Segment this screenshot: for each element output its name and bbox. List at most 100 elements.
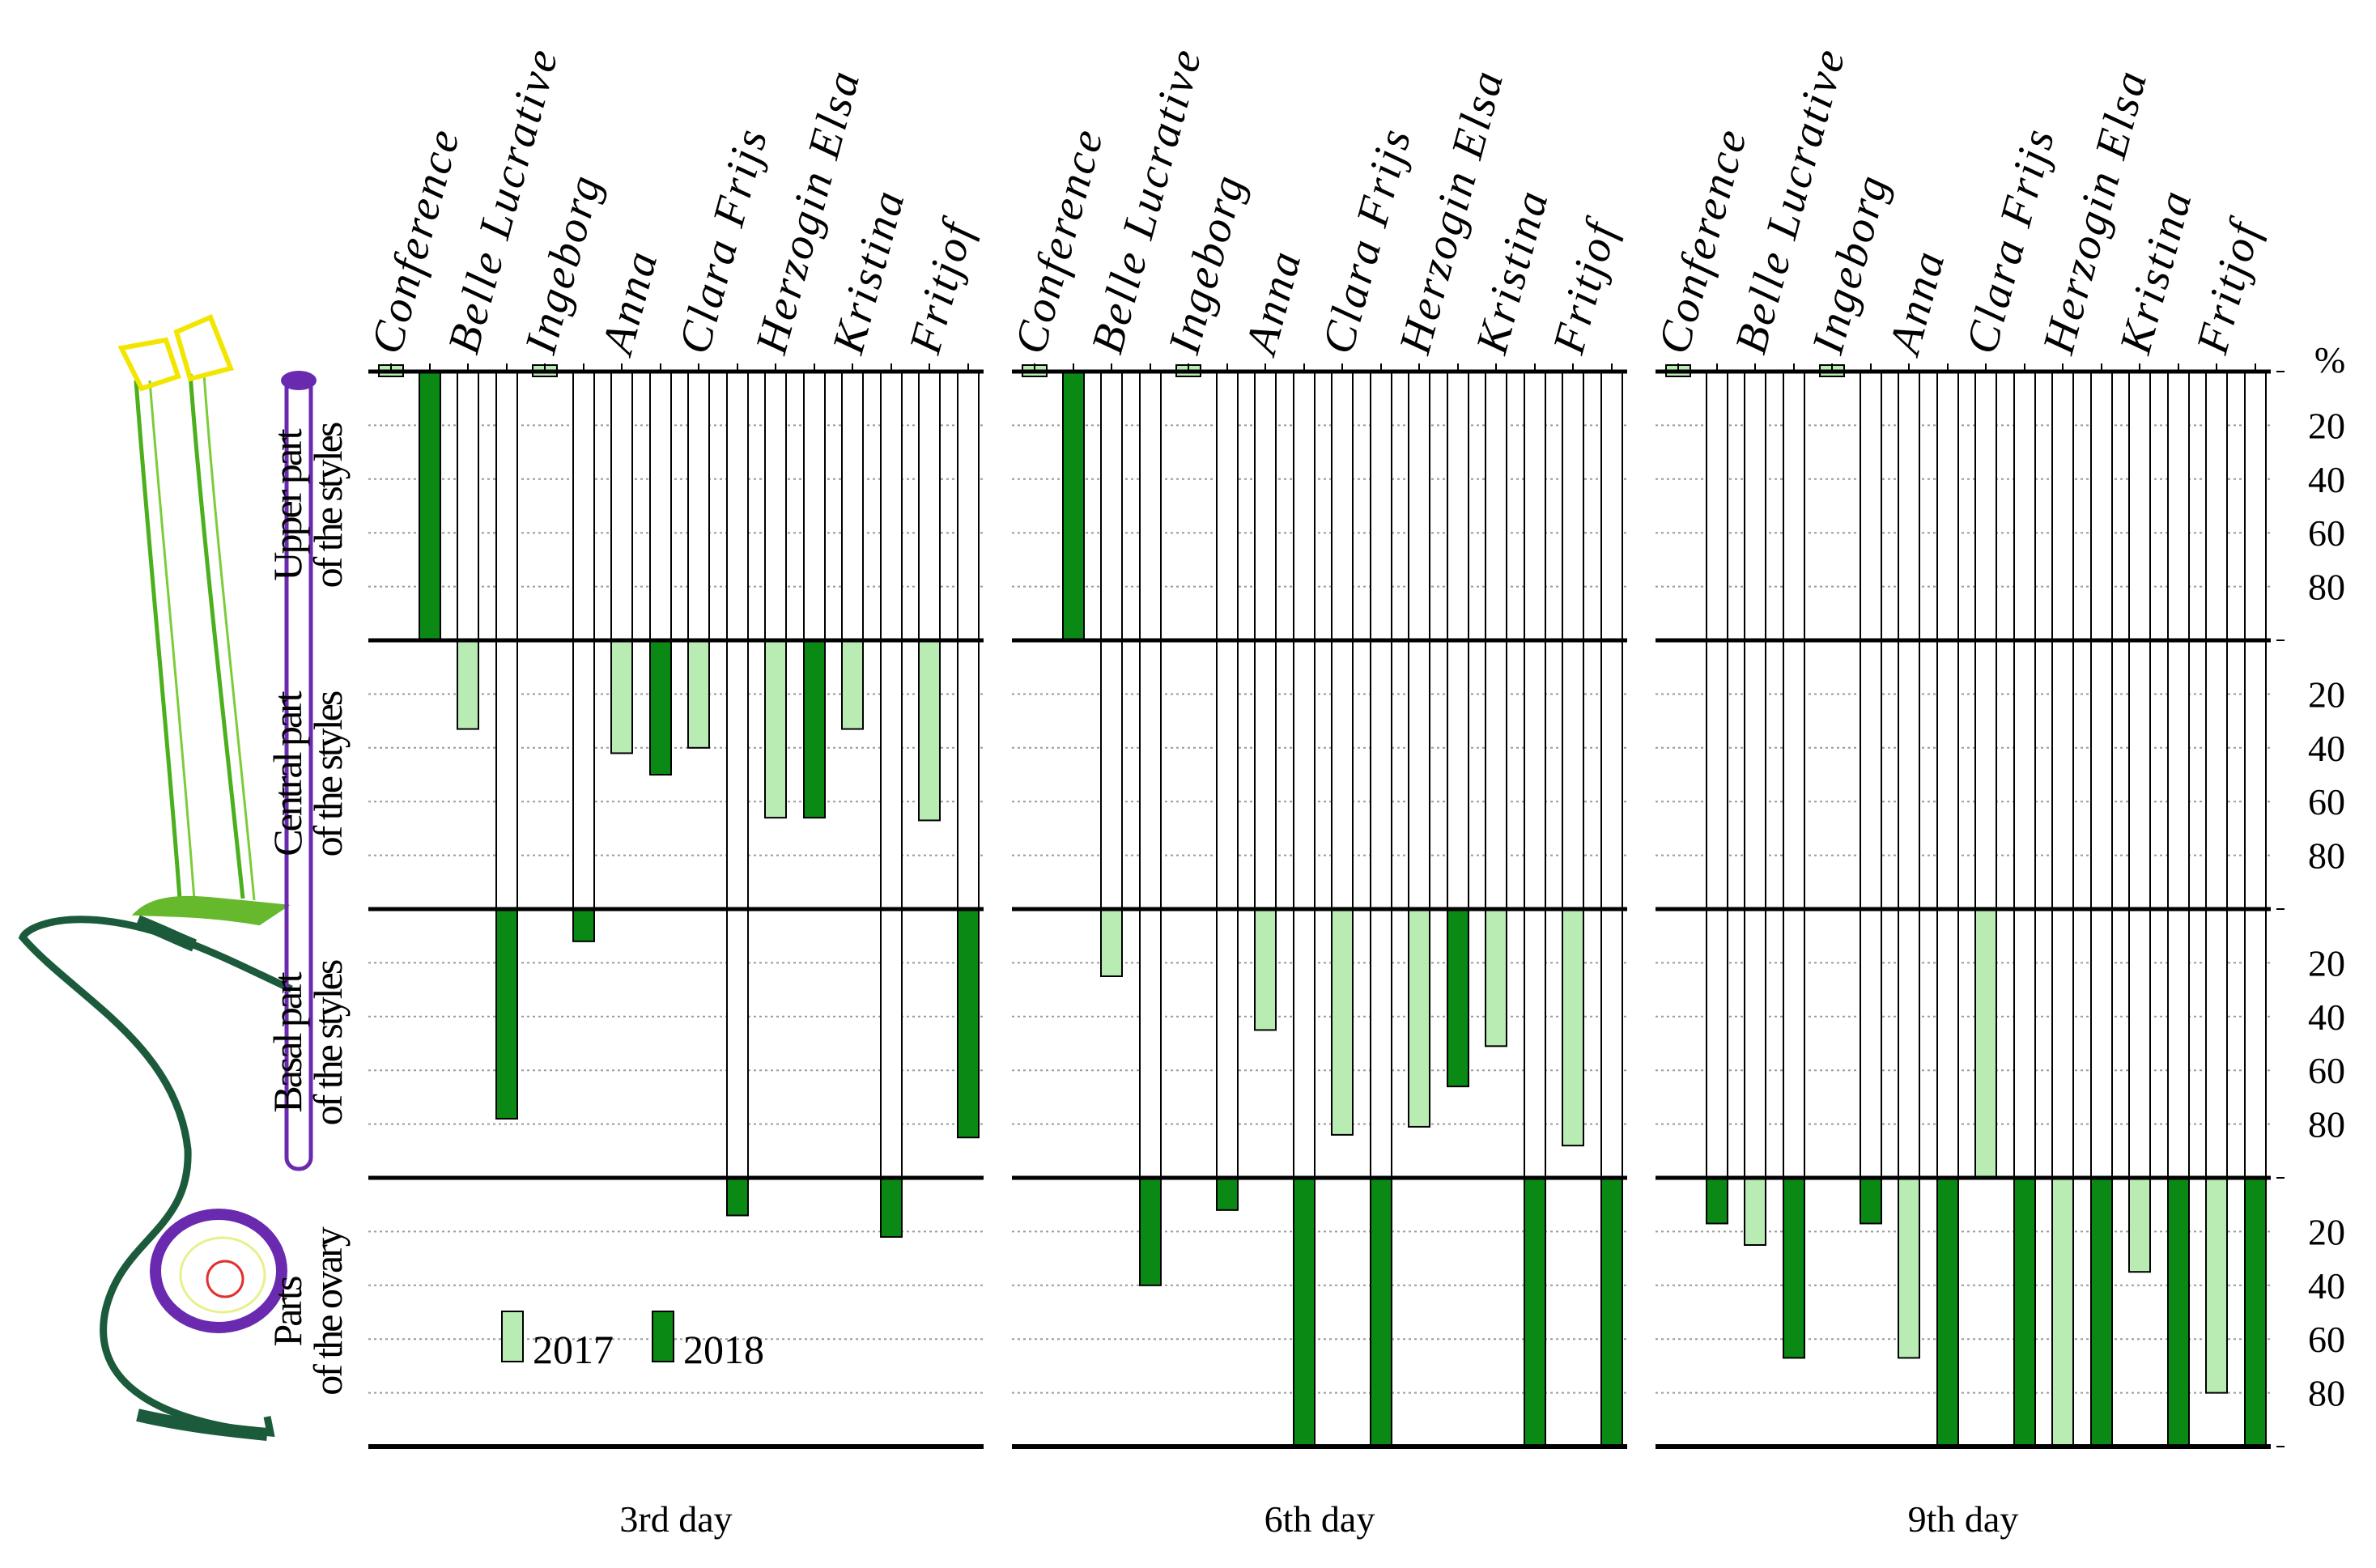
region-label-line2: of the styles <box>305 691 351 856</box>
y-tick-label: 20 <box>2308 1211 2345 1252</box>
cultivar-label: Anna <box>1879 244 1956 363</box>
bar-y2018-kristina <box>2167 1177 2190 1447</box>
bar-y2018-conference <box>1706 1177 1728 1225</box>
y-tick-label: 20 <box>2308 942 2345 984</box>
y-tick-label: 60 <box>2308 1050 2345 1091</box>
day-label: 3rd day <box>619 1498 732 1540</box>
y-tick-label: 60 <box>2308 512 2345 554</box>
bar-empty-y2018 <box>649 371 672 641</box>
bar-y2017-belle-lucrative <box>1100 908 1123 977</box>
bar-empty-y2018 <box>880 371 903 1179</box>
bar-empty-y2018 <box>1370 371 1392 1179</box>
y-tick-label: 40 <box>2308 459 2345 500</box>
day-label: 6th day <box>1265 1498 1375 1540</box>
y-tick-label: 80 <box>2308 835 2345 877</box>
style-left <box>134 380 182 899</box>
style-left-inner <box>148 380 196 901</box>
region-label-line1: Upper part <box>265 428 310 580</box>
y-tick-label: 40 <box>2308 728 2345 769</box>
bar-y2017-herzogin-elsa <box>1408 908 1430 1128</box>
cultivar-label: Fritjof <box>1543 211 1628 359</box>
bar-y2017-fritjof <box>2205 1177 2228 1394</box>
region-label-line2: of the styles <box>305 423 351 588</box>
bar-empty-y2018 <box>1936 371 1959 1179</box>
bar-empty-y2018 <box>2167 371 2190 1179</box>
pistil-illustration <box>18 314 317 1441</box>
bar-empty-y2018 <box>1524 371 1546 1179</box>
cultivar-label: Fritjof <box>899 211 984 359</box>
bar-y2018-belle-lucrative <box>1139 1177 1162 1286</box>
bar-y2018-ingeborg <box>1216 1177 1239 1211</box>
bar-empty-y2018 <box>2244 371 2267 1179</box>
stigma-left <box>117 337 181 392</box>
region-label-line1: Basal part <box>265 971 310 1112</box>
bar-empty-y2018 <box>726 371 749 1179</box>
bar-empty-y2018 <box>1293 371 1316 1179</box>
region-label-line1: Parts <box>265 1277 310 1347</box>
bar-y2018-clara-frijs <box>726 1177 749 1217</box>
ovary-outline <box>18 916 293 1438</box>
bar-y2017-herzogin-elsa <box>764 640 787 819</box>
ovule-outer <box>150 1209 287 1333</box>
legend-label-2017: 2017 <box>533 1327 614 1372</box>
style-base <box>131 895 291 926</box>
y-tick-label: 80 <box>2308 567 2345 608</box>
cultivar-label: Anna <box>592 244 669 363</box>
bar-y2017-belle-lucrative <box>457 640 479 730</box>
bar-y2018-anna <box>1936 1177 1959 1447</box>
day-label: 9th day <box>1908 1498 2019 1540</box>
bar-y2017-anna <box>1898 1177 1920 1359</box>
y-tick-label: 20 <box>2308 674 2345 715</box>
bar-y2017-fritjof <box>1562 908 1584 1147</box>
bar-y2018-fritjof <box>957 908 980 1139</box>
y-tick-label: 40 <box>2308 1265 2345 1307</box>
bar-empty-y2018 <box>2013 371 2036 1179</box>
y-tick-label: 40 <box>2308 996 2345 1038</box>
tract-top <box>281 371 317 390</box>
bar-empty-y2018 <box>1783 371 1805 1179</box>
bar-empty-y2017 <box>764 371 787 641</box>
y-tick-label: 80 <box>2308 1104 2345 1145</box>
bar-y2017-anna <box>1254 908 1277 1031</box>
bar-empty-y2017 <box>457 371 479 641</box>
bar-empty-y2017 <box>2051 371 2074 1179</box>
bar-empty-y2018 <box>1139 371 1162 1179</box>
bar-empty-y2017 <box>2205 371 2228 1179</box>
style-right-inner <box>202 373 256 901</box>
bar-y2018-clara-frijs <box>1370 1177 1392 1447</box>
bar-y2018-kristina <box>1524 1177 1546 1447</box>
bar-empty-y2017 <box>1744 371 1766 1179</box>
bar-y2017-clara-frijs <box>687 640 710 749</box>
ovule-inner <box>206 1260 244 1298</box>
bar-empty-y2018 <box>1600 371 1623 1179</box>
bar-y2017-herzogin-elsa <box>2051 1177 2074 1447</box>
bar-empty-y2018 <box>2090 371 2113 1179</box>
bar-y2018-conference <box>1062 371 1085 641</box>
unit-label: % <box>2314 339 2345 380</box>
bar-y2017-fritjof <box>918 640 941 822</box>
bar-empty-y2018 <box>1860 371 1882 1179</box>
stigma-right <box>173 314 235 382</box>
bar-empty-y2017 <box>687 371 710 641</box>
bar-empty-y2017 <box>841 371 864 641</box>
y-tick-label: 60 <box>2308 781 2345 822</box>
bar-y2018-clara-frijs <box>2013 1177 2036 1447</box>
legend-swatch-2017 <box>501 1311 524 1362</box>
bar-y2018-belle-lucrative <box>495 908 518 1120</box>
bar-y2017-kristina <box>2128 1177 2151 1273</box>
bar-y2017-clara-frijs <box>1331 908 1354 1136</box>
region-label-line2: of the ovary <box>305 1226 351 1396</box>
y-tick-label: 80 <box>2308 1373 2345 1414</box>
bar-y2017-clara-frijs <box>1974 908 1997 1179</box>
bar-y2018-anna <box>1293 1177 1316 1447</box>
bar-y2018-herzogin-elsa <box>1447 908 1469 1088</box>
bar-y2017-kristina <box>1485 908 1507 1047</box>
